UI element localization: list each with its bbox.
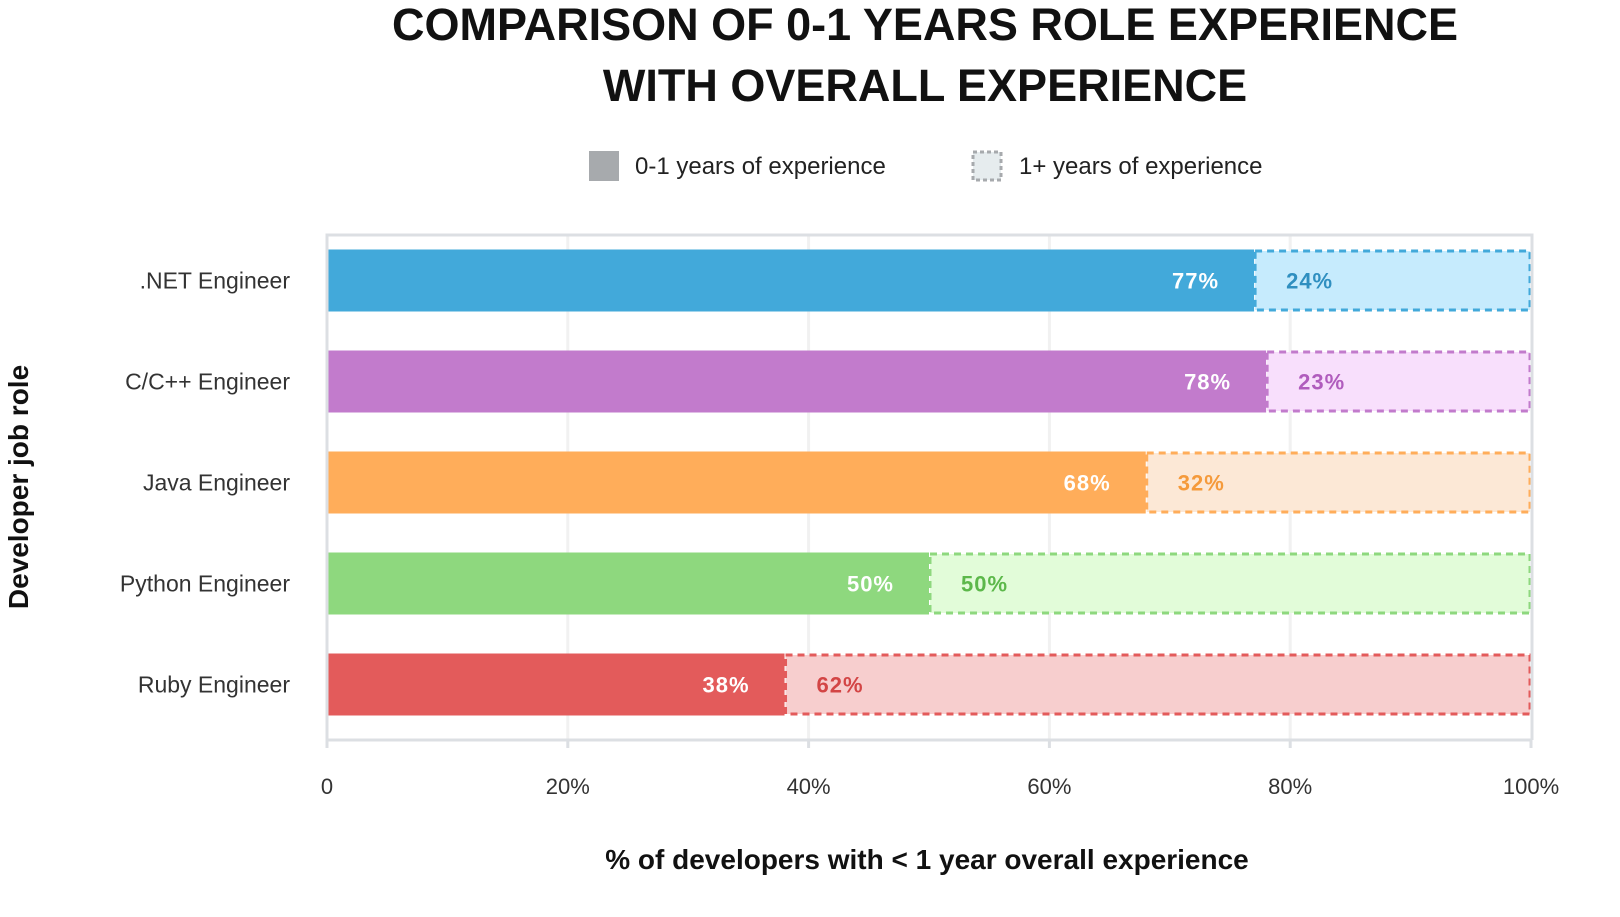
bar-1-plus-years bbox=[784, 653, 1532, 716]
x-axis-title: % of developers with < 1 year overall ex… bbox=[605, 844, 1249, 875]
x-tick-label: 100% bbox=[1503, 774, 1559, 799]
data-label-0-1-years: 77% bbox=[1172, 269, 1219, 294]
x-tick-label: 20% bbox=[546, 774, 590, 799]
bars: 77% 24% 78% 23% 68% 32% 50% 50% 38% 62% bbox=[328, 249, 1532, 716]
data-label-1-plus-years: 62% bbox=[817, 673, 864, 698]
category-label: Ruby Engineer bbox=[138, 672, 290, 698]
data-label-0-1-years: 78% bbox=[1184, 370, 1231, 395]
bar-0-1-years bbox=[328, 451, 1146, 514]
bar-0-1-years bbox=[328, 653, 785, 716]
category-label: Python Engineer bbox=[120, 571, 290, 597]
legend-swatch-0-1-years bbox=[589, 151, 619, 181]
x-tick-label: 60% bbox=[1027, 774, 1071, 799]
x-tick-label: 40% bbox=[787, 774, 831, 799]
data-label-1-plus-years: 32% bbox=[1178, 471, 1225, 496]
category-label: .NET Engineer bbox=[140, 268, 291, 294]
bar-1-plus-years bbox=[1265, 350, 1532, 413]
chart-title-line-2: WITH OVERALL EXPERIENCE bbox=[603, 60, 1247, 111]
legend-label-0-1-years: 0-1 years of experience bbox=[635, 153, 886, 180]
x-tick-label: 0 bbox=[321, 774, 333, 799]
data-label-0-1-years: 38% bbox=[702, 673, 749, 698]
x-tick-label: 80% bbox=[1268, 774, 1312, 799]
bar-1-plus-years bbox=[1253, 249, 1532, 312]
category-label: Java Engineer bbox=[143, 470, 290, 496]
y-category-labels: .NET Engineer C/C++ Engineer Java Engineer… bbox=[120, 268, 290, 698]
bar-1-plus-years bbox=[1145, 451, 1532, 514]
legend-label-1-plus-years: 1+ years of experience bbox=[1019, 153, 1262, 180]
plot-frame bbox=[325, 233, 1534, 742]
data-label-1-plus-years: 50% bbox=[961, 572, 1008, 597]
bar-0-1-years bbox=[328, 552, 929, 615]
data-label-0-1-years: 50% bbox=[847, 572, 894, 597]
category-label: C/C++ Engineer bbox=[125, 369, 290, 395]
y-axis-title: Developer job role bbox=[3, 365, 34, 609]
data-label-0-1-years: 68% bbox=[1064, 471, 1111, 496]
data-label-1-plus-years: 23% bbox=[1298, 370, 1345, 395]
data-label-1-plus-years: 24% bbox=[1286, 269, 1333, 294]
legend-swatch-1-plus-years bbox=[971, 150, 1003, 182]
bar-0-1-years bbox=[328, 249, 1255, 312]
bar-1-plus-years bbox=[928, 552, 1532, 615]
chart-title-line-1: COMPARISON OF 0-1 YEARS ROLE EXPERIENCE bbox=[392, 0, 1458, 50]
legend: 0-1 years of experience 1+ years of expe… bbox=[589, 150, 1262, 182]
x-tick-labels: 0 20% 40% 60% 80% 100% bbox=[321, 740, 1559, 799]
bar-0-1-years bbox=[328, 350, 1267, 413]
plot-border bbox=[325, 233, 1534, 740]
